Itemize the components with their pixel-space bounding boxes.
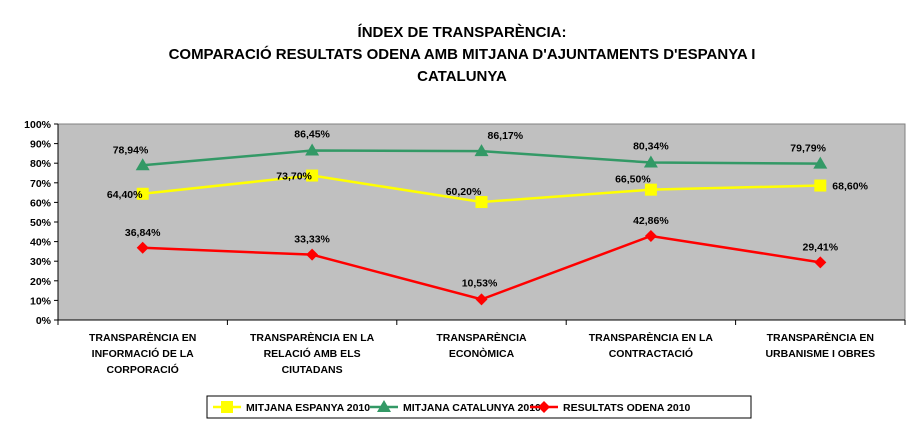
x-category-label: TRANSPARÈNCIA EN INFORMACIÓ DE LA CORPORAC… xyxy=(89,331,196,376)
data-label: 42,86% xyxy=(633,215,669,227)
y-tick-label: 20% xyxy=(30,276,52,288)
data-point xyxy=(475,196,488,209)
x-category-label: TRANSPARÈNCIA EN LA CONTRACTACIÓ xyxy=(589,331,714,360)
data-point xyxy=(474,144,489,157)
legend-marker xyxy=(221,401,233,413)
data-point xyxy=(306,169,319,182)
legend-marker xyxy=(377,400,391,412)
x-category-label: TRANSPARÈNCIA EN URBANISME I OBRES xyxy=(765,331,875,360)
legend-label: MITJANA ESPANYA 2010 xyxy=(246,402,370,414)
data-point xyxy=(814,256,827,269)
data-label: 80,34% xyxy=(633,141,669,153)
data-point xyxy=(136,241,149,254)
x-category-label: TRANSPARÈNCIA EN LA RELACIÓ AMB ELS CIUTAD… xyxy=(250,331,375,376)
data-label: 68,60% xyxy=(832,181,868,193)
plot-area xyxy=(57,123,906,321)
y-tick-label: 0% xyxy=(36,315,52,327)
data-point xyxy=(644,229,657,242)
y-tick-label: 50% xyxy=(30,217,52,229)
y-tick-label: 60% xyxy=(30,197,52,209)
chart-title-line-3: CATALUNYA xyxy=(417,68,507,85)
data-point xyxy=(643,155,658,168)
data-point xyxy=(136,187,149,200)
data-label: 73,70% xyxy=(276,171,312,183)
chart-title-line-2: COMPARACIÓ RESULTATS ODENA AMB MITJANA D… xyxy=(168,46,756,63)
data-point xyxy=(813,156,828,169)
y-tick-label: 70% xyxy=(30,178,52,190)
legend-box xyxy=(206,395,752,419)
data-point xyxy=(305,143,320,156)
data-label: 66,50% xyxy=(615,174,651,186)
y-tick-label: 10% xyxy=(30,295,52,307)
data-label: 60,20% xyxy=(446,186,482,198)
chart-title-line-1: ÍNDEX DE TRANSPARÈNCIA: xyxy=(357,24,567,41)
data-label: 86,45% xyxy=(294,129,330,141)
data-point xyxy=(644,183,657,196)
data-point xyxy=(475,293,488,306)
data-point xyxy=(135,158,150,171)
data-point xyxy=(814,179,827,192)
data-label: 86,17% xyxy=(488,130,524,142)
data-point xyxy=(306,248,319,261)
y-tick-label: 80% xyxy=(30,158,52,170)
legend-label: RESULTATS ODENA 2010 xyxy=(563,402,691,414)
data-label: 64,40% xyxy=(107,189,143,201)
data-label: 78,94% xyxy=(113,144,149,156)
y-tick-label: 90% xyxy=(30,139,52,151)
y-tick-label: 30% xyxy=(30,256,52,268)
data-label: 33,33% xyxy=(294,234,330,246)
data-label: 10,53% xyxy=(462,277,498,289)
x-category-label: TRANSPARÈNCIA ECONÒMICA xyxy=(436,331,527,360)
legend-marker xyxy=(538,401,550,413)
data-label: 36,84% xyxy=(125,227,161,239)
y-tick-label: 40% xyxy=(30,237,52,249)
data-label: 29,41% xyxy=(802,241,838,253)
data-label: 79,79% xyxy=(790,143,826,155)
y-tick-label: 100% xyxy=(24,119,52,131)
legend-label: MITJANA CATALUNYA 2010 xyxy=(403,402,541,414)
